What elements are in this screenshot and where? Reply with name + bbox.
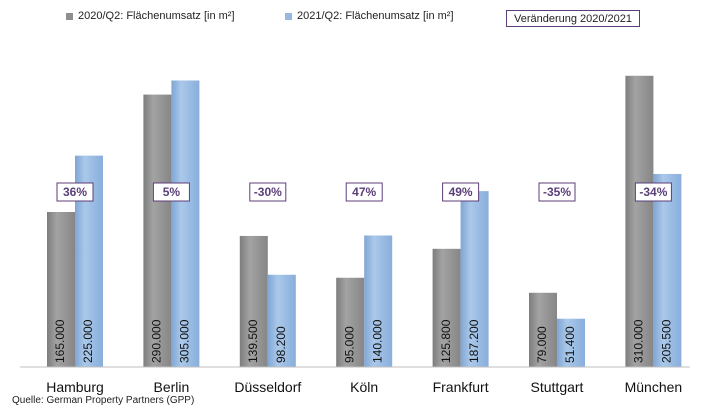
legend-label-change: Veränderung 2020/2021 [513,12,633,25]
x-tick-du-sseldorf: Düsseldorf [234,379,301,395]
value-label-2020-berlin: 290.000 [150,319,164,363]
change-box-hamburg [56,182,94,202]
legend-item-2020: 2020/Q2: Flächenumsatz [in m²] [66,10,235,22]
legend-label-2020: 2020/Q2: Flächenumsatz [in m²] [78,10,235,22]
legend: 2020/Q2: Flächenumsatz [in m²] 2021/Q2: … [0,10,710,30]
value-labels-layer: 165.000 225.000 290.000 305.000 139.500 98.20… [53,319,673,363]
legend-item-2021: 2021/Q2: Flächenumsatz [in m²] [285,10,454,22]
bars-layer [47,75,682,368]
bar-2021-stuttgart [557,318,585,367]
legend-item-change: Veränderung 2020/2021 [506,10,640,27]
value-label-2020-ko-ln: 95.000 [342,326,356,363]
x-tick-hamburg: Hamburg [46,379,104,395]
value-label-2020-stuttgart: 79.000 [535,326,549,363]
change-label-frankfurt: 49% [449,185,473,199]
value-label-2021-hamburg: 225.000 [81,319,95,363]
source-note: Quelle: German Property Partners (GPP) [12,395,195,406]
bar-2021-frankfurt [460,191,489,367]
bar-2021-du-sseldorf [267,274,296,367]
change-label-ko-ln: 47% [352,185,376,199]
bar-2021-berlin [171,80,200,367]
value-label-2021-du-sseldorf: 98.200 [274,326,288,363]
bar-2020-ko-ln [336,277,365,367]
change-label-mu-nchen: -34% [639,185,667,199]
bar-2021-ko-ln [364,235,393,367]
change-label-stuttgart: -35% [543,185,571,199]
bar-2020-berlin [143,94,172,368]
value-label-2021-berlin: 305.000 [178,319,192,363]
value-label-2021-mu-nchen: 205.500 [660,319,674,363]
x-tick-mu-nchen: München [625,379,683,395]
value-label-2021-ko-ln: 140.000 [370,319,384,363]
legend-swatch-2021 [285,12,292,20]
value-label-2020-du-sseldorf: 139.500 [246,319,260,363]
value-label-2020-hamburg: 165.000 [53,319,67,363]
x-tick-frankfurt: Frankfurt [433,379,489,395]
x-tick-labels-layer: Hamburg Berlin Düsseldorf Köln Frankfurt Stut… [46,379,682,395]
bar-2020-frankfurt [432,248,461,367]
bar-2020-du-sseldorf [239,235,268,367]
value-label-2021-stuttgart: 51.400 [563,326,577,363]
bar-2021-mu-nchen [653,173,682,367]
value-label-2020-mu-nchen: 310.000 [632,319,646,363]
bar-2020-stuttgart [529,292,557,367]
change-box-du-sseldorf [249,182,287,202]
value-label-2021-frankfurt: 187.200 [467,319,481,363]
change-box-ko-ln [345,182,383,202]
x-tick-ko-ln: Köln [350,379,378,395]
change-label-hamburg: 36% [63,185,87,199]
legend-label-2021: 2021/Q2: Flächenumsatz [in m²] [297,10,454,22]
legend-swatch-2020 [66,12,73,20]
x-tick-stuttgart: Stuttgart [531,379,584,395]
value-label-2020-frankfurt: 125.800 [439,319,453,363]
bar-2020-hamburg [47,212,75,367]
x-tick-berlin: Berlin [154,379,190,395]
change-box-mu-nchen [634,182,672,202]
change-box-frankfurt [442,182,480,202]
bar-2020-mu-nchen [625,75,654,368]
change-box-berlin [152,182,190,202]
change-labels-layer: 36% 5% -30% 47% 49% -35% -34% [56,182,672,202]
change-label-du-sseldorf: -30% [254,185,282,199]
change-box-stuttgart [538,182,576,202]
change-label-berlin: 5% [163,185,181,199]
